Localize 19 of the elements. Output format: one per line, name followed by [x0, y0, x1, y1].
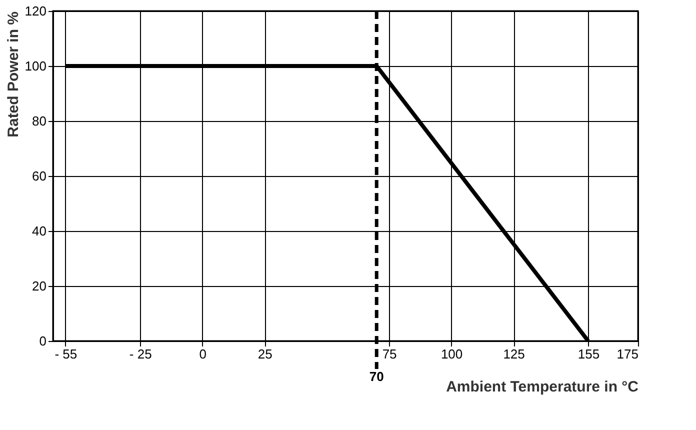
y-axis-title: Rated Power in %	[4, 12, 22, 138]
x-axis-title: Ambient Temperature in °C	[446, 378, 639, 396]
y-tick-label: 100	[24, 58, 46, 74]
y-tick-label: 80	[32, 114, 46, 128]
x-tick-label: 75	[382, 346, 397, 362]
y-tick-label: 0	[39, 334, 46, 348]
ref-line-label: 70	[369, 369, 384, 384]
y-tick-label: 120	[24, 4, 46, 18]
x-tick-label: - 25	[129, 346, 152, 362]
y-tick-label: 60	[32, 168, 46, 184]
x-tick-label: 25	[258, 346, 272, 362]
x-tick-label: 175	[616, 346, 638, 362]
x-tick-label: 125	[503, 346, 525, 362]
y-tick-label: 20	[32, 278, 46, 294]
y-tick-label: 40	[32, 224, 46, 238]
x-tick-label: 155	[578, 346, 600, 362]
x-tick-label: 100	[440, 346, 463, 362]
x-tick-label: - 55	[54, 346, 78, 362]
x-tick-label: 0	[199, 346, 206, 362]
